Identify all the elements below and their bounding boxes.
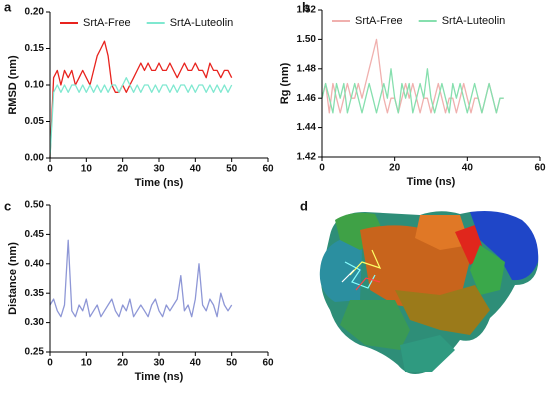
y-tick-label: 0.10 — [25, 80, 45, 91]
data-line — [49, 77, 233, 159]
y-tick-label: 1.50 — [297, 34, 317, 45]
x-tick-label: 30 — [153, 358, 165, 369]
y-tick-label: 0.05 — [25, 116, 45, 127]
y-tick-label: 0.30 — [25, 317, 45, 328]
panel-label: a — [4, 0, 12, 14]
y-tick-label: 0.40 — [25, 258, 45, 269]
y-tick-label: 0.35 — [25, 288, 45, 299]
legend-label: SrtA-Free — [83, 17, 131, 29]
x-tick-label: 50 — [226, 164, 238, 175]
data-line — [49, 239, 233, 318]
x-tick-label: 20 — [117, 164, 129, 175]
x-tick-label: 10 — [81, 358, 93, 369]
legend-label: SrtA-Luteolin — [170, 17, 234, 29]
panel-label: c — [4, 198, 11, 213]
x-axis-title: Time (ns) — [135, 177, 184, 189]
x-tick-label: 0 — [47, 164, 53, 175]
y-tick-label: 1.48 — [297, 63, 317, 74]
y-tick-label: 0.00 — [25, 153, 45, 164]
x-tick-label: 0 — [319, 163, 325, 174]
y-tick-label: 0.15 — [25, 43, 45, 54]
data-line — [321, 38, 504, 114]
x-tick-label: 60 — [534, 163, 546, 174]
data-line — [49, 40, 233, 159]
x-tick-label: 50 — [226, 358, 238, 369]
x-tick-label: 60 — [262, 164, 274, 175]
x-axis-title: Time (ns) — [135, 371, 184, 383]
y-tick-label: 1.46 — [297, 93, 317, 104]
legend-label: SrtA-Free — [355, 15, 403, 27]
x-tick-label: 0 — [47, 358, 53, 369]
y-tick-label: 0.25 — [25, 347, 45, 358]
x-tick-label: 40 — [462, 163, 474, 174]
panel-label: d — [300, 198, 308, 213]
y-tick-label: 1.52 — [297, 5, 317, 16]
y-axis-title: RMSD (nm) — [7, 55, 19, 115]
y-tick-label: 1.44 — [297, 122, 317, 133]
legend-label: SrtA-Luteolin — [442, 15, 506, 27]
y-tick-label: 1.42 — [297, 152, 317, 163]
x-tick-label: 40 — [190, 164, 202, 175]
y-tick-label: 0.50 — [25, 200, 45, 211]
protein-surface — [319, 211, 539, 374]
x-tick-label: 20 — [389, 163, 401, 174]
y-tick-label: 0.20 — [25, 7, 45, 18]
y-tick-label: 0.45 — [25, 229, 45, 240]
x-tick-label: 10 — [81, 164, 93, 175]
x-axis-title: Time (ns) — [407, 176, 456, 188]
x-tick-label: 40 — [190, 358, 202, 369]
data-line — [321, 68, 504, 114]
x-tick-label: 30 — [153, 164, 165, 175]
y-axis-title: Rg (nm) — [279, 62, 291, 104]
x-tick-label: 20 — [117, 358, 129, 369]
panel-label: b — [302, 0, 310, 14]
y-axis-title: Distance (nm) — [7, 242, 19, 315]
x-tick-label: 60 — [262, 358, 274, 369]
